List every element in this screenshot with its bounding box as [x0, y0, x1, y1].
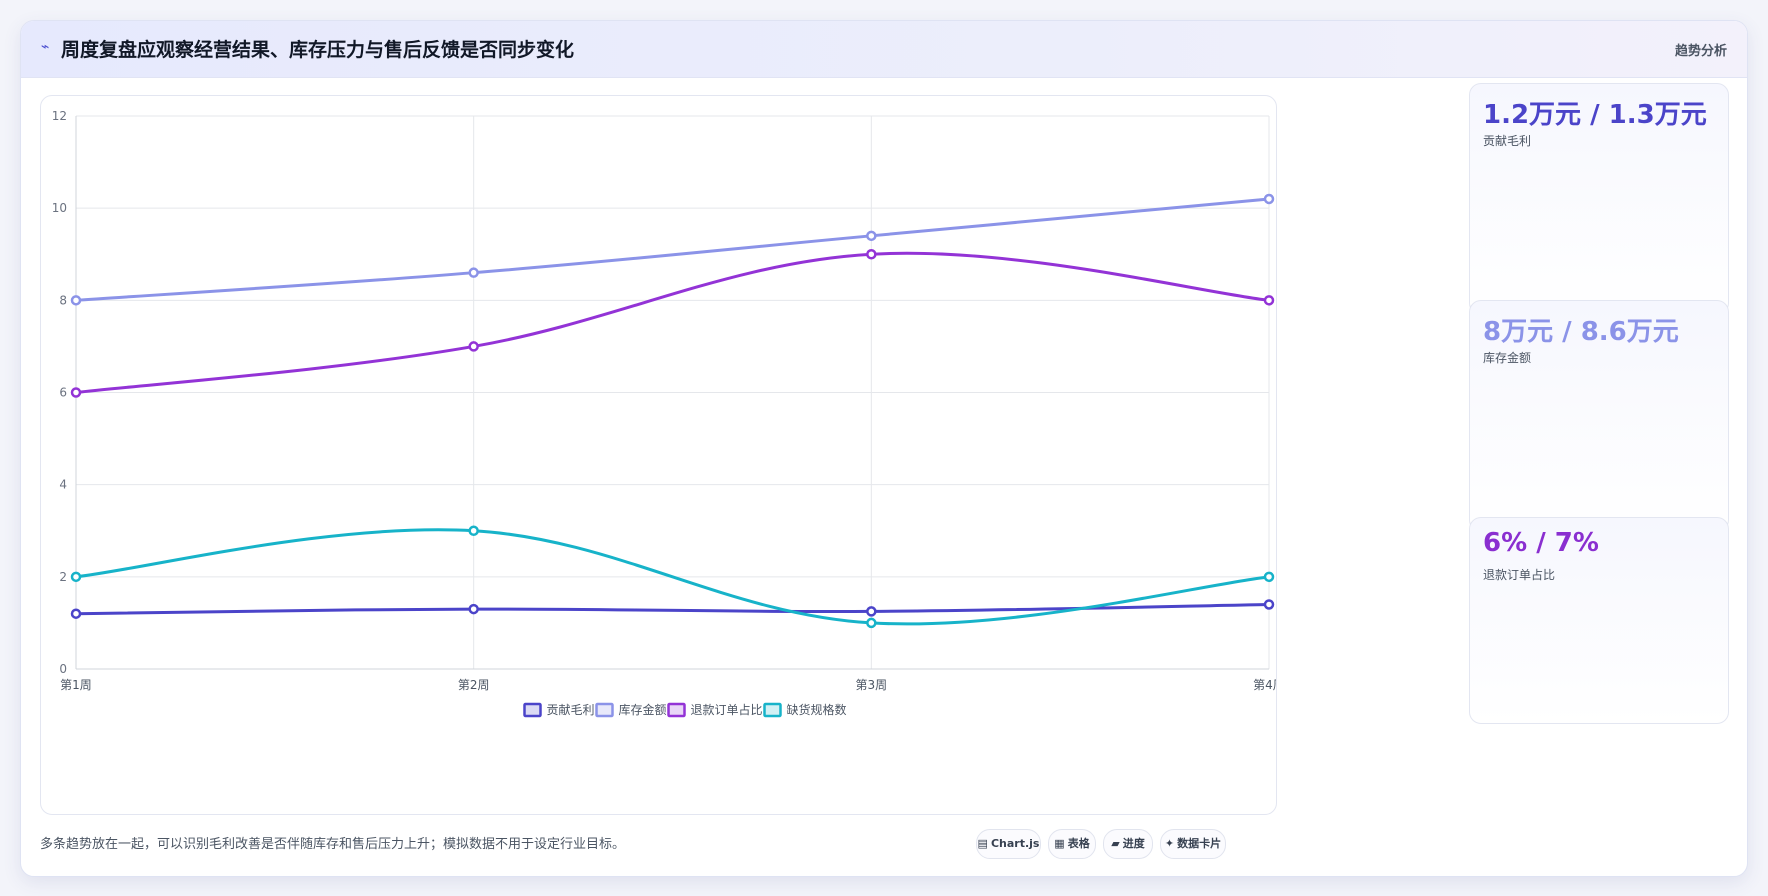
chip-table[interactable]: ▦ 表格	[1048, 829, 1096, 859]
legend-swatch	[595, 702, 614, 718]
metric-card-refund-ratio: 6% / 7% 退款订单占比	[1469, 517, 1729, 724]
data-point	[1263, 295, 1275, 306]
legend-label: 库存金额	[619, 702, 667, 717]
chart-icon: ▤	[977, 837, 988, 850]
trend-analysis-label: 趋势分析	[1674, 44, 1727, 59]
legend-label: 缺货规格数	[787, 702, 847, 717]
metric-label: 退款订单占比	[1483, 568, 1556, 582]
dashboard-card: ⌁ 周度复盘应观察经营结果、库存压力与售后反馈是否同步变化 趋势分析 0 2 4 6 8…	[20, 20, 1748, 877]
data-point	[1263, 193, 1275, 205]
metric-label: 库存金额	[1483, 351, 1532, 365]
data-point	[866, 606, 877, 617]
chip-label: Chart.js	[990, 837, 1040, 850]
legend-swatch	[523, 702, 542, 718]
chip-progress[interactable]: ▰ 进度	[1103, 829, 1153, 859]
series-line	[74, 197, 1271, 302]
data-point	[468, 267, 479, 278]
y-tick-label: 6	[59, 386, 67, 400]
y-tick-label: 12	[52, 109, 67, 123]
series-line	[74, 528, 1271, 626]
data-point	[70, 608, 82, 619]
metric-label: 贡献毛利	[1483, 134, 1532, 148]
data-point	[468, 525, 479, 536]
chip-label: 数据卡片	[1177, 837, 1222, 850]
data-point	[70, 387, 82, 398]
y-tick-label: 0	[59, 662, 67, 676]
y-tick-label: 10	[52, 201, 67, 215]
data-point	[468, 603, 479, 615]
x-tick-label: 第1周	[60, 678, 92, 692]
data-point	[1263, 571, 1275, 583]
metric-value: 8万元 / 8.6万元	[1483, 317, 1679, 347]
metric-value: 1.2万元 / 1.3万元	[1483, 100, 1707, 130]
data-point	[866, 617, 877, 629]
data-point	[866, 249, 877, 260]
series-line	[74, 602, 1271, 616]
chip-label: 进度	[1122, 837, 1145, 850]
metric-card-gross-profit: 1.2万元 / 1.3万元 贡献毛利	[1469, 83, 1729, 315]
x-tick-label: 第4周	[1253, 678, 1276, 692]
x-tick-label: 第2周	[458, 678, 490, 692]
chip-chartjs[interactable]: ▤ Chart.js	[976, 829, 1041, 859]
card-header: ⌁ 周度复盘应观察经营结果、库存压力与售后反馈是否同步变化 趋势分析	[21, 21, 1747, 78]
x-tick-label: 第3周	[856, 678, 888, 692]
data-point	[70, 295, 82, 306]
legend-label: 退款订单占比	[691, 702, 763, 717]
line-chart: 0 2 4 6 8 10 12 第1周 第2周 第3周 第4周贡献毛利 库存金额 退款订单占比 缺货规格数	[52, 109, 1276, 718]
sparkle-icon: ✦	[1164, 837, 1175, 850]
data-point	[1263, 599, 1275, 610]
table-icon: ▦	[1054, 837, 1065, 850]
footnote: 多条趋势放在一起，可以识别毛利改善是否伴随库存和售后压力上升；模拟数据不用于设定…	[40, 837, 626, 852]
progress-icon: ▰	[1111, 837, 1120, 850]
chip-label: 表格	[1067, 837, 1090, 850]
y-tick-label: 4	[59, 478, 67, 492]
series-line	[74, 251, 1271, 394]
page-title: 周度复盘应观察经营结果、库存压力与售后反馈是否同步变化	[61, 39, 575, 61]
y-tick-label: 2	[59, 570, 67, 584]
data-point	[468, 341, 479, 352]
metric-card-inventory: 8万元 / 8.6万元 库存金额	[1469, 300, 1729, 532]
legend-swatch	[667, 702, 686, 718]
y-tick-label: 8	[59, 293, 67, 307]
data-point	[70, 571, 82, 583]
data-point	[866, 230, 877, 242]
chip-data-cards[interactable]: ✦ 数据卡片	[1160, 829, 1226, 859]
chart-panel: 0 2 4 6 8 10 12 第1周 第2周 第3周 第4周贡献毛利 库存金额 退款订单占比 缺货规格数	[40, 95, 1277, 815]
legend-label: 贡献毛利	[547, 702, 595, 717]
legend-swatch	[763, 702, 782, 718]
trend-icon: ⌁	[41, 39, 50, 55]
metric-value: 6% / 7%	[1483, 528, 1599, 558]
